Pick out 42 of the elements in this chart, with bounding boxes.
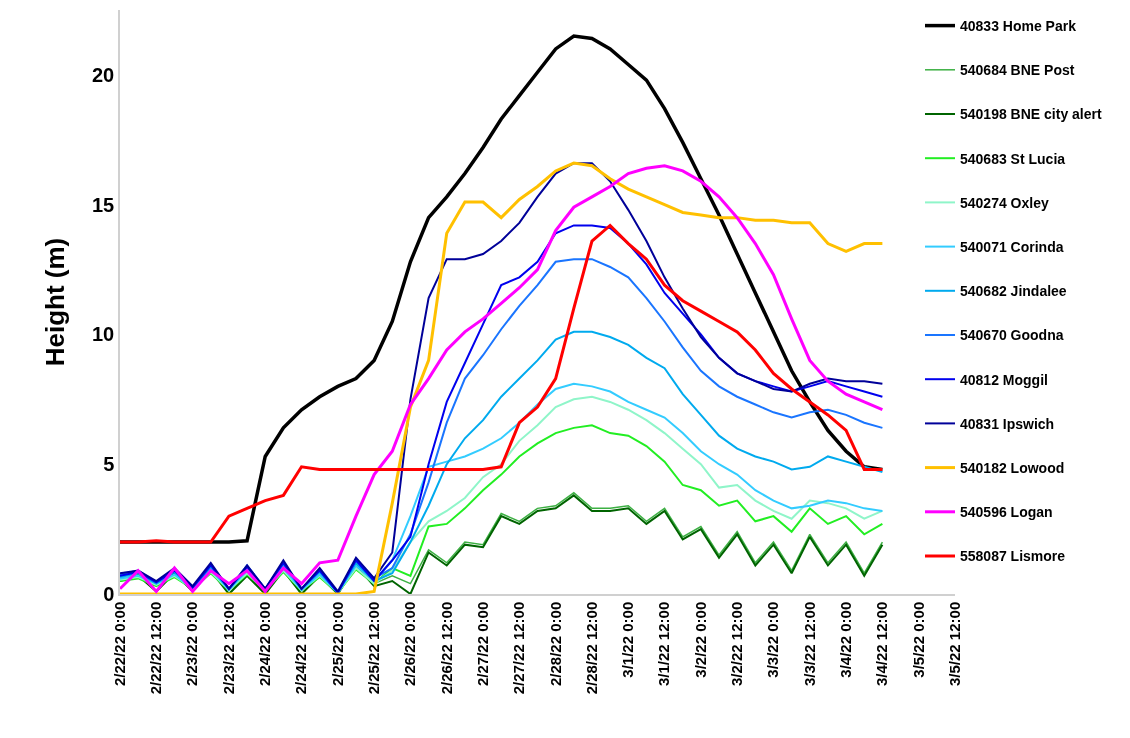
x-tick-label: 3/2/22 0:00 bbox=[691, 601, 709, 678]
legend-label: 40831 Ipswich bbox=[960, 415, 1055, 432]
legend-label: 540274 Oxley bbox=[960, 194, 1049, 211]
y-axis-title: Height (m) bbox=[39, 237, 70, 367]
x-tick-label: 2/28/22 0:00 bbox=[546, 601, 564, 686]
x-tick-label: 2/26/22 0:00 bbox=[401, 601, 419, 686]
x-tick-label: 3/2/22 12:00 bbox=[728, 601, 746, 686]
x-tick-label: 2/23/22 12:00 bbox=[219, 601, 237, 695]
x-tick-label: 2/24/22 0:00 bbox=[256, 601, 274, 686]
legend-label: 540670 Goodna bbox=[960, 327, 1064, 344]
x-tick-label: 2/28/22 12:00 bbox=[582, 601, 600, 695]
y-tick-label: 5 bbox=[103, 453, 115, 476]
y-tick-label: 10 bbox=[92, 323, 115, 346]
x-tick-label: 3/3/22 0:00 bbox=[764, 601, 782, 678]
x-tick-label: 2/23/22 0:00 bbox=[183, 601, 201, 686]
y-tick-label: 15 bbox=[92, 193, 115, 216]
legend-label: 540683 St Lucia bbox=[960, 150, 1066, 167]
x-tick-label: 2/27/22 12:00 bbox=[510, 601, 528, 695]
x-tick-label: 3/4/22 12:00 bbox=[873, 601, 891, 686]
legend-label: 540684 BNE Post bbox=[960, 62, 1075, 79]
legend-label: 540596 Logan bbox=[960, 504, 1053, 521]
legend-label: 40812 Moggil bbox=[960, 371, 1048, 388]
legend-label: 540682 Jindalee bbox=[960, 283, 1067, 300]
legend-label: 40833 Home Park bbox=[960, 18, 1077, 35]
x-tick-label: 2/25/22 12:00 bbox=[365, 601, 383, 695]
x-tick-label: 2/25/22 0:00 bbox=[328, 601, 346, 686]
x-tick-label: 2/27/22 0:00 bbox=[473, 601, 491, 686]
x-tick-label: 3/1/22 12:00 bbox=[655, 601, 673, 686]
y-tick-label: 20 bbox=[92, 63, 115, 86]
x-tick-label: 3/4/22 0:00 bbox=[836, 601, 854, 678]
x-tick-label: 3/5/22 0:00 bbox=[909, 601, 927, 678]
x-tick-label: 3/1/22 0:00 bbox=[619, 601, 637, 678]
x-tick-label: 3/5/22 12:00 bbox=[945, 601, 963, 686]
legend-label: 558087 Lismore bbox=[960, 548, 1066, 565]
x-tick-label: 2/26/22 12:00 bbox=[437, 601, 455, 695]
x-tick-label: 3/3/22 12:00 bbox=[800, 601, 818, 686]
line-series bbox=[120, 330, 884, 594]
legend-label: 540198 BNE city alert bbox=[960, 106, 1102, 123]
x-tick-label: 2/22/22 12:00 bbox=[147, 601, 165, 695]
x-tick-label: 2/24/22 12:00 bbox=[292, 601, 310, 695]
legend-label: 540071 Corinda bbox=[960, 239, 1064, 256]
legend-label: 540182 Lowood bbox=[960, 460, 1065, 477]
